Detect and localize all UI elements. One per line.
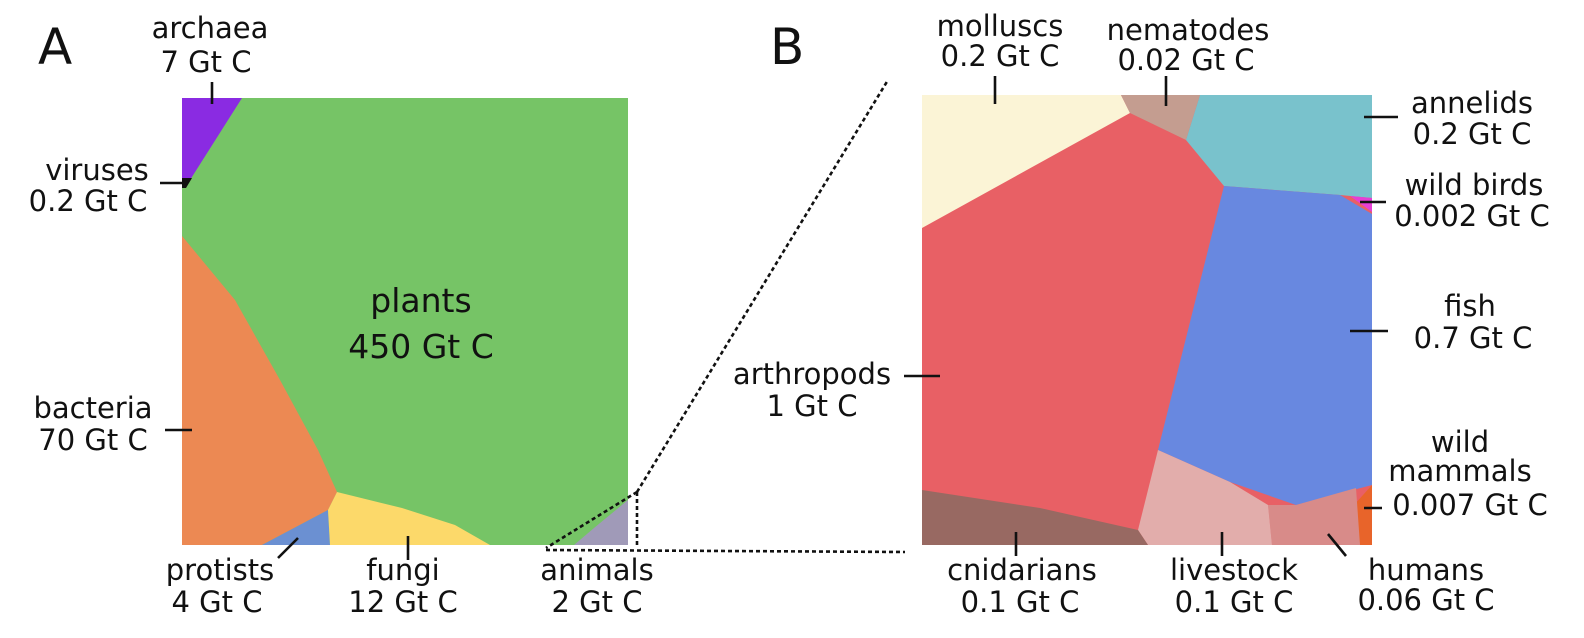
annelids-name: annelids xyxy=(1411,86,1533,120)
wild-birds-value: 0.002 Gt C xyxy=(1394,199,1550,233)
region-humans xyxy=(1268,488,1360,545)
wild-birds-name: wild birds xyxy=(1405,168,1544,202)
molluscs-value: 0.2 Gt C xyxy=(941,39,1060,73)
wild-mammals-name-line1: wild xyxy=(1431,425,1489,459)
panel-b-letter: B xyxy=(770,18,804,76)
region-viruses xyxy=(182,178,192,188)
nematodes-name: nematodes xyxy=(1107,13,1270,47)
region-fish xyxy=(1158,186,1372,505)
animals-name: animals xyxy=(540,553,653,587)
cnidarians-name: cnidarians xyxy=(947,553,1097,587)
region-protists xyxy=(262,510,330,545)
fish-name: fish xyxy=(1444,289,1496,323)
archaea-value: 7 Gt C xyxy=(161,45,252,79)
panel-b-voronoi xyxy=(922,95,1372,545)
zoom-indicator xyxy=(545,79,906,554)
wild-mammals-name-line2: mammals xyxy=(1388,454,1531,488)
fungi-value: 12 Gt C xyxy=(348,585,457,619)
region-archaea xyxy=(182,98,242,182)
zoom-box-diagonal-edge xyxy=(545,490,638,550)
region-animals xyxy=(574,500,628,545)
plants-name: plants xyxy=(370,281,471,320)
panel-a-letter: A xyxy=(38,18,72,76)
fungi-name: fungi xyxy=(366,553,439,587)
region-annelids xyxy=(1186,95,1372,198)
region-fungi xyxy=(328,492,490,545)
bacteria-value: 70 Gt C xyxy=(38,423,147,457)
arthropods-value: 1 Gt C xyxy=(767,389,858,423)
humans-value: 0.06 Gt C xyxy=(1357,583,1494,617)
humans-leader xyxy=(1326,533,1348,557)
livestock-name: livestock xyxy=(1170,553,1298,587)
humans-name: humans xyxy=(1368,553,1484,587)
panel-a-voronoi xyxy=(182,98,628,545)
region-wild-birds xyxy=(1350,196,1372,212)
wild-mammals-value: 0.007 Gt C xyxy=(1392,488,1548,522)
region-molluscs xyxy=(922,95,1130,228)
cnidarians-value: 0.1 Gt C xyxy=(961,585,1080,619)
region-cnidarians xyxy=(922,490,1148,545)
viruses-value: 0.2 Gt C xyxy=(29,184,148,218)
nematodes-value: 0.02 Gt C xyxy=(1117,43,1254,77)
zoom-connector-top xyxy=(635,79,890,493)
region-nematodes xyxy=(1121,95,1200,140)
livestock-value: 0.1 Gt C xyxy=(1175,585,1294,619)
arthropods-name: arthropods xyxy=(733,357,891,391)
region-bacteria xyxy=(182,236,337,545)
viruses-name: viruses xyxy=(45,153,149,187)
protists-name: protists xyxy=(166,553,274,587)
molluscs-name: molluscs xyxy=(937,9,1064,43)
bacteria-name: bacteria xyxy=(33,391,152,425)
animals-value: 2 Gt C xyxy=(552,585,643,619)
annelids-value: 0.2 Gt C xyxy=(1413,117,1532,151)
protists-value: 4 Gt C xyxy=(172,585,263,619)
archaea-name: archaea xyxy=(152,11,269,45)
zoom-connector-bottom xyxy=(545,548,906,554)
plants-value: 450 Gt C xyxy=(348,327,494,366)
protists-leader xyxy=(277,537,299,559)
fish-value: 0.7 Gt C xyxy=(1414,321,1533,355)
region-livestock xyxy=(1138,450,1272,545)
